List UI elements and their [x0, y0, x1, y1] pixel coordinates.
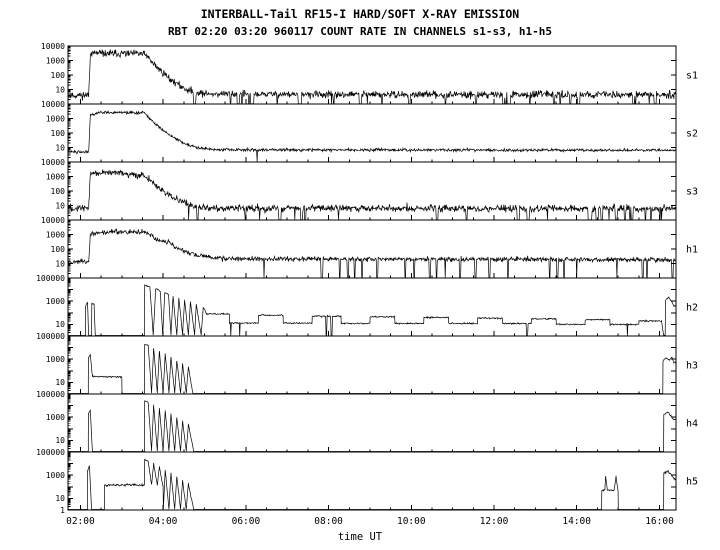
- y-tick-label: 100000: [36, 332, 65, 341]
- y-tick-label: 1000: [46, 413, 65, 422]
- y-tick-label: 10: [55, 494, 65, 503]
- panel-s3: 10 100 1000 10000 s3: [41, 158, 698, 221]
- x-ticks: [79, 273, 660, 278]
- y-ticks: 10 1000 100000: [36, 390, 676, 453]
- x-ticks: [79, 157, 660, 162]
- y-tick-label: 1: [60, 506, 65, 515]
- y-tick-label: 100: [51, 71, 66, 80]
- panel-label-s2: s2: [686, 129, 698, 140]
- y-tick-label: 1000: [46, 297, 65, 306]
- y-tick-label: 10: [55, 320, 65, 329]
- x-ticks: [79, 99, 660, 104]
- y-tick-label: 10000: [41, 42, 65, 51]
- x-tick-label: 10:00: [397, 516, 426, 527]
- trace-s2: [67, 110, 676, 162]
- y-ticks: 10 100 1000 10000: [41, 100, 676, 163]
- y-tick-label: 10: [55, 378, 65, 387]
- x-ticks: [79, 331, 660, 336]
- y-ticks: 10 100 1000 10000: [41, 216, 676, 279]
- chart-title: INTERBALL-Tail RF15-I HARD/SOFT X-RAY EM…: [200, 7, 520, 21]
- panel-label-h5: h5: [686, 477, 698, 488]
- y-tick-label: 100: [51, 245, 66, 254]
- panel-s2: 10 100 1000 10000 s2: [41, 100, 698, 163]
- x-axis-label: time UT: [337, 531, 383, 543]
- panel-h5: 1 10 1000 100000 02:00 04:00 06:00 08:00 10:00 12…: [36, 448, 698, 527]
- panel-frame: [67, 393, 677, 453]
- panel-s1: 10 100 1000 10000 s1: [41, 42, 698, 105]
- y-tick-label: 100000: [36, 390, 65, 399]
- y-ticks: 10 1000 100000: [36, 274, 676, 337]
- y-tick-label: 100000: [36, 274, 65, 283]
- trace-h5: [68, 458, 676, 510]
- panel-frame: [67, 451, 677, 511]
- panel-frame: [67, 103, 677, 163]
- panel-label-h4: h4: [686, 419, 698, 430]
- y-tick-label: 100000: [36, 448, 65, 457]
- y-tick-label: 10: [55, 436, 65, 445]
- y-ticks: 1 10 1000 100000: [36, 448, 676, 515]
- y-tick-label: 1000: [46, 56, 65, 65]
- chart-subtitle: RBT 02:20 03:20 960117 COUNT RATE IN CHA…: [167, 25, 553, 38]
- panel-label-h3: h3: [686, 361, 698, 372]
- x-ticks: [79, 215, 660, 220]
- trace-h3: [68, 343, 676, 394]
- y-tick-label: 1000: [46, 355, 65, 364]
- panel-frame: [67, 219, 677, 279]
- trace-s1: [67, 49, 676, 105]
- trace-h2: [68, 284, 676, 337]
- y-tick-label: 10: [55, 143, 65, 152]
- y-tick-label: 100: [51, 187, 66, 196]
- panel-h1: 10 100 1000 10000 h1: [41, 216, 698, 279]
- trace-s3: [67, 169, 676, 221]
- x-tick-label: 08:00: [314, 516, 343, 527]
- y-tick-label: 10: [55, 201, 65, 210]
- panel-label-s3: s3: [686, 187, 698, 198]
- y-ticks: 10 1000 100000: [36, 332, 676, 395]
- panel-frame: [67, 335, 677, 395]
- panel-h4: 10 1000 100000 h4: [36, 390, 698, 453]
- panel-h3: 10 1000 100000 h3: [36, 332, 698, 395]
- y-tick-label: 10: [55, 259, 65, 268]
- x-tick-label: 16:00: [645, 516, 674, 527]
- panel-h2: 10 1000 100000 h2: [36, 274, 698, 337]
- y-tick-label: 1000: [46, 114, 65, 123]
- y-tick-label: 10000: [41, 216, 65, 225]
- x-tick-label: 12:00: [480, 516, 509, 527]
- y-tick-label: 1000: [46, 230, 65, 239]
- panel-label-h2: h2: [686, 303, 698, 314]
- panel-label-s1: s1: [686, 71, 698, 82]
- y-tick-label: 10000: [41, 100, 65, 109]
- x-tick-label: 02:00: [66, 516, 95, 527]
- trace-h4: [68, 400, 676, 452]
- y-tick-label: 10: [55, 85, 65, 94]
- panel-frame: [67, 161, 677, 221]
- x-tick-label: 06:00: [232, 516, 261, 527]
- y-tick-label: 10000: [41, 158, 65, 167]
- y-tick-label: 100: [51, 129, 66, 138]
- y-tick-label: 1000: [46, 172, 65, 181]
- x-tick-label: 14:00: [562, 516, 591, 527]
- x-tick-label: 04:00: [149, 516, 178, 527]
- panel-label-h1: h1: [686, 245, 698, 256]
- trace-h1: [67, 227, 676, 279]
- panel-frame: [67, 45, 677, 105]
- panel-frame: [67, 277, 677, 337]
- y-tick-label: 1000: [46, 471, 65, 480]
